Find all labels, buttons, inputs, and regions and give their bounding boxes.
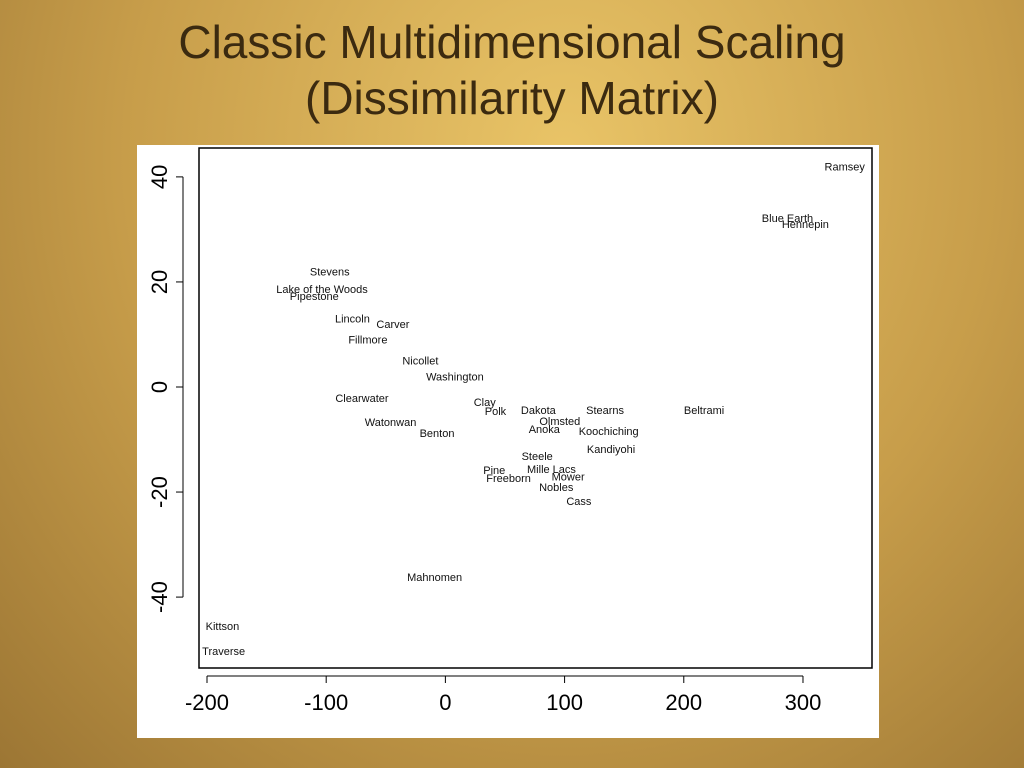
point-label: Mahnomen xyxy=(407,572,462,584)
x-tick-label: 0 xyxy=(439,690,451,715)
point-label: Freeborn xyxy=(486,473,531,485)
y-tick-label: 20 xyxy=(147,270,172,294)
point-label: Lake of the Woods xyxy=(276,284,368,296)
point-label: Anoka xyxy=(529,424,561,436)
point-label: Steele xyxy=(522,451,553,463)
point-label: Clearwater xyxy=(335,393,389,405)
point-label: Dakota xyxy=(521,405,557,417)
point-label: Pine xyxy=(483,465,505,477)
point-label: Ramsey xyxy=(825,161,866,173)
point-label: Stearns xyxy=(586,405,624,417)
y-tick-label: -20 xyxy=(147,476,172,508)
point-label: Hennepin xyxy=(782,219,829,231)
point-label: Clay xyxy=(474,397,497,409)
x-tick-label: -100 xyxy=(304,690,348,715)
point-label: Cass xyxy=(566,496,592,508)
point-label: Lincoln xyxy=(335,314,370,326)
point-label: Blue Earth xyxy=(762,213,813,225)
point-label: Fillmore xyxy=(348,335,387,347)
point-label: Olmsted xyxy=(539,416,580,428)
slide-title: Classic Multidimensional Scaling (Dissim… xyxy=(178,16,846,124)
point-label: Traverse xyxy=(202,646,245,658)
point-label: Beltrami xyxy=(684,405,724,417)
x-tick-label: 100 xyxy=(546,690,583,715)
y-tick-label: 40 xyxy=(147,165,172,189)
point-label: Pipestone xyxy=(290,291,339,303)
y-tick-label: -40 xyxy=(147,581,172,613)
point-label: Nobles xyxy=(539,482,574,494)
point-label: Kittson xyxy=(206,621,240,633)
point-label: Kandiyohi xyxy=(587,444,635,456)
x-tick-label: -200 xyxy=(185,690,229,715)
x-tick-label: 300 xyxy=(785,690,822,715)
point-label: Carver xyxy=(376,319,409,331)
point-label: Nicollet xyxy=(402,356,438,368)
point-label: Watonwan xyxy=(365,417,417,429)
plot-background xyxy=(137,145,879,738)
point-label: Polk xyxy=(485,406,507,418)
point-label: Benton xyxy=(420,428,455,440)
point-label: Washington xyxy=(426,371,484,383)
x-tick-label: 200 xyxy=(665,690,702,715)
point-label: Koochiching xyxy=(579,426,639,438)
y-tick-label: 0 xyxy=(147,381,172,393)
point-label: Mille Lacs xyxy=(527,464,576,476)
plot-frame xyxy=(198,147,873,669)
point-label: Stevens xyxy=(310,266,350,278)
point-label: Mower xyxy=(552,471,585,483)
